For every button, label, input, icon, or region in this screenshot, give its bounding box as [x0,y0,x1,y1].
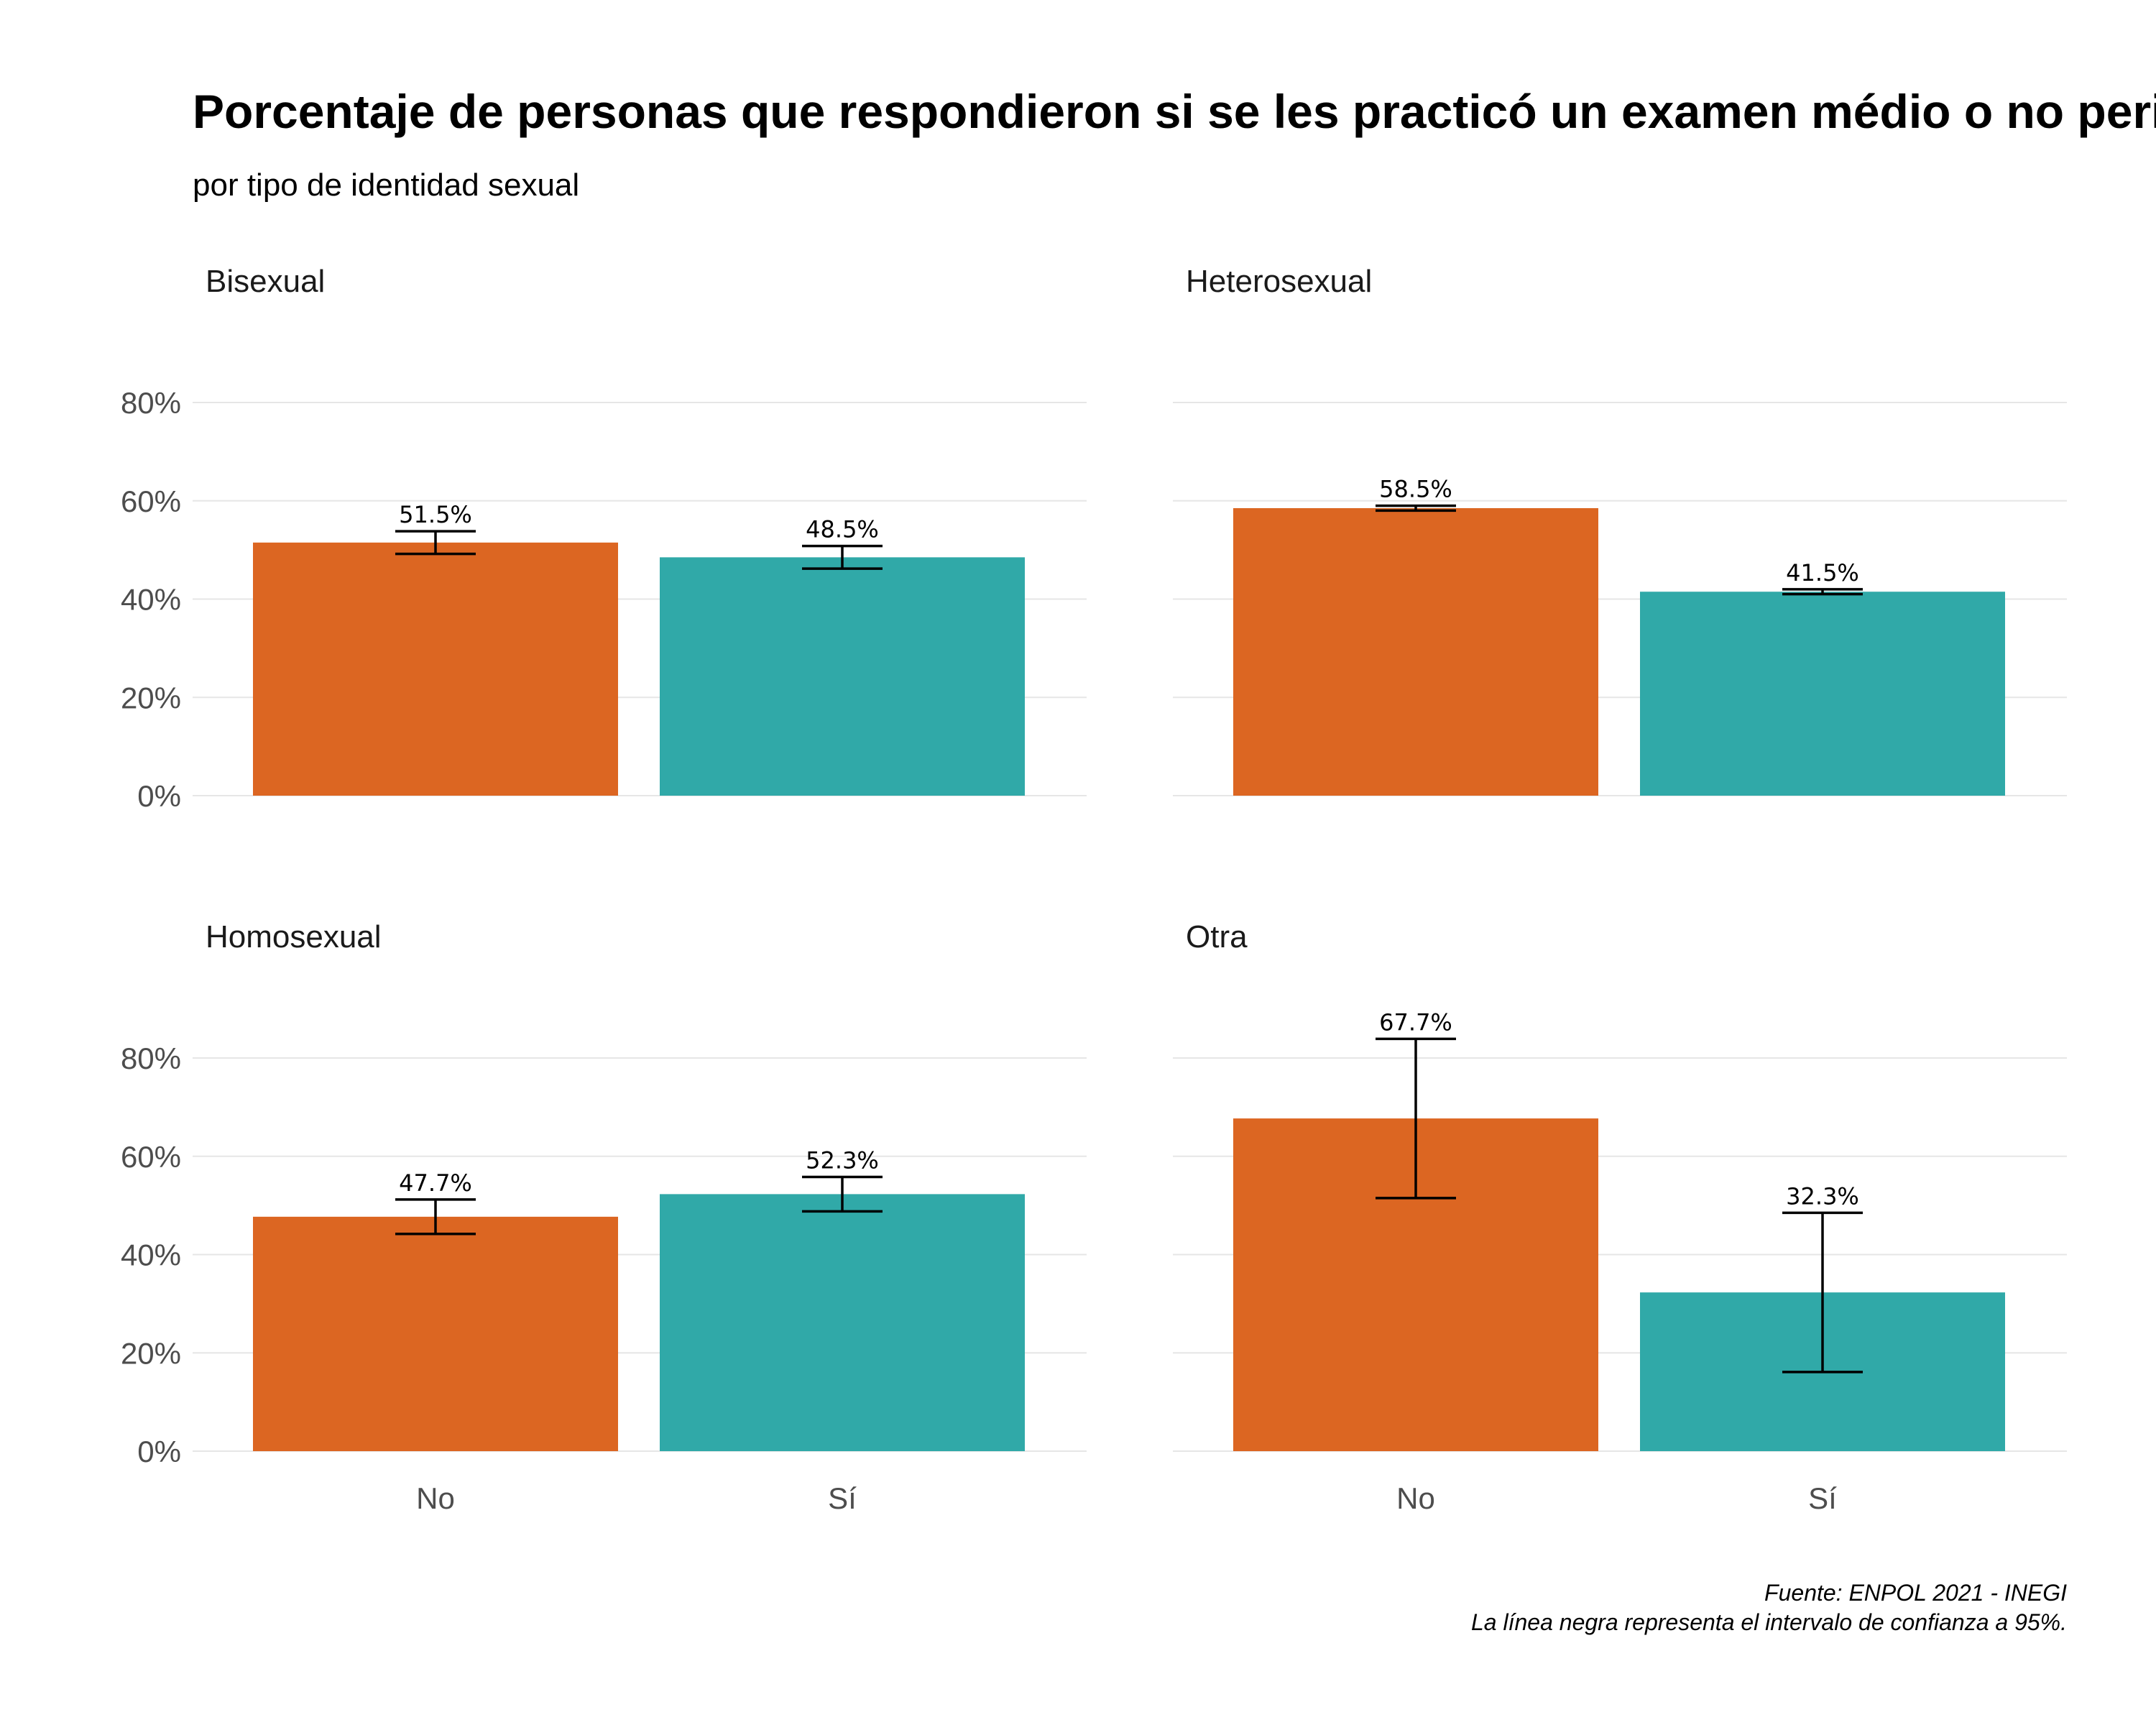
bar-bisexual-no [253,542,618,796]
y-tick-label: 20% [121,681,181,714]
bar-homosexual-no [253,1216,618,1451]
data-label-heterosexual-si: 41.5% [1786,559,1859,586]
facet-label-homosexual: Homosexual [206,919,382,954]
bar-homosexual-si [660,1194,1025,1451]
data-label-bisexual-no: 51.5% [399,501,472,528]
y-tick-label: 80% [121,1041,181,1075]
error-bar-heterosexual-si [1782,588,1863,596]
caption-source: Fuente: ENPOL 2021 - INEGI [1764,1580,2067,1606]
x-tick-label-si: Sí [1808,1481,1837,1515]
y-tick-label: 60% [121,484,181,518]
error-bar-homosexual-no [395,1198,476,1236]
data-label-bisexual-si: 48.5% [806,516,879,543]
error-bar-bisexual-no [395,530,476,556]
caption-note: La línea negra representa el intervalo d… [1471,1609,2067,1635]
error-bar-bisexual-si [802,544,883,570]
x-tick-label-si: Sí [828,1481,857,1515]
facet-label-otra: Otra [1186,919,1248,954]
facets: Bisexual 0% 20% 40% 60% 80% 51.5% 48.5% Heterose… [121,264,2067,1515]
data-label-homosexual-no: 47.7% [399,1169,472,1197]
y-tick-label: 0% [137,779,181,813]
bar-heterosexual-si [1640,592,2005,796]
y-tick-label: 60% [121,1140,181,1174]
chart-subtitle: por tipo de identidad sexual [193,167,579,203]
error-bar-otra-no [1376,1037,1456,1200]
bar-bisexual-si [660,557,1025,796]
y-tick-label: 20% [121,1336,181,1370]
data-label-otra-si: 32.3% [1786,1182,1859,1210]
y-tick-label: 40% [121,583,181,617]
data-label-heterosexual-no: 58.5% [1379,476,1452,503]
facet-heterosexual: Heterosexual 58.5% 41.5% [1173,264,2067,796]
facet-otra: Otra 67.7% No 32.3% Sí [1173,919,2067,1515]
error-bar-homosexual-si [802,1175,883,1213]
error-bar-heterosexual-no [1376,504,1456,512]
error-bar-otra-si [1782,1211,1863,1374]
y-tick-label: 80% [121,386,181,420]
facet-homosexual: Homosexual 0% 20% 40% 60% 80% 47.7% No 52.3% Sí [121,919,1087,1515]
facet-label-heterosexual: Heterosexual [1186,264,1372,299]
bar-heterosexual-no [1233,508,1598,796]
x-tick-label-no: No [416,1481,455,1515]
chart-title: Porcentaje de personas que respondieron … [193,85,2156,138]
x-tick-label-no: No [1396,1481,1435,1515]
y-tick-label: 0% [137,1435,181,1468]
facet-label-bisexual: Bisexual [206,264,325,299]
y-tick-label: 40% [121,1238,181,1272]
data-label-homosexual-si: 52.3% [806,1146,879,1174]
data-label-otra-no: 67.7% [1379,1008,1452,1036]
facet-bisexual: Bisexual 0% 20% 40% 60% 80% 51.5% 48.5% [121,264,1087,813]
